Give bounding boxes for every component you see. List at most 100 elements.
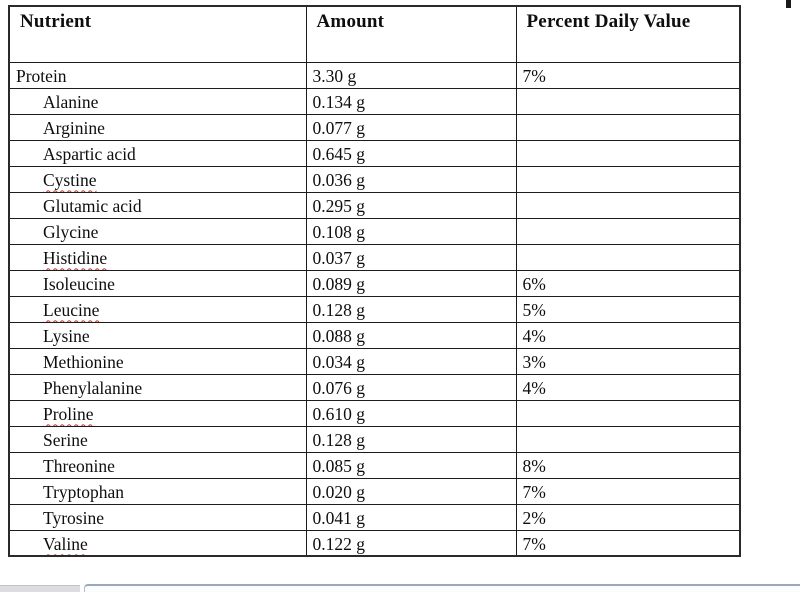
amount-cell: 0.076 g: [305, 373, 517, 401]
scrollbar-thumb[interactable]: [0, 585, 80, 592]
bottom-panel-edge[interactable]: [84, 584, 800, 592]
nutrient-name-cell: Isoleucine: [8, 269, 307, 297]
nutrient-name: Isoleucine: [43, 273, 115, 294]
percent-daily-value-cell: 2%: [515, 503, 741, 531]
table-row: Proline 0.610 g: [8, 399, 741, 427]
percent-daily-value-cell: [515, 191, 741, 219]
amount-cell: 0.128 g: [305, 425, 517, 453]
nutrient-name: Arginine: [43, 117, 105, 138]
bottom-bar: [0, 583, 800, 592]
nutrient-table-body: Protein 3.30 g 7% Alanine 0.134 g Arginine 0.0…: [8, 61, 741, 557]
table-row: Glycine 0.108 g: [8, 217, 741, 245]
nutrient-name-cell: Leucine: [8, 295, 307, 323]
amount-cell: 0.036 g: [305, 165, 517, 193]
percent-daily-value-cell: 5%: [515, 295, 741, 323]
nutrient-name: Methionine: [43, 351, 124, 372]
nutrient-table: Nutrient Amount Percent Daily Value Prot…: [8, 5, 741, 557]
nutrient-name-cell: Tyrosine: [8, 503, 307, 531]
nutrient-name: Alanine: [43, 91, 99, 112]
nutrient-name-cell: Valine: [8, 529, 307, 557]
amount-cell: 0.122 g: [305, 529, 517, 557]
table-row: Serine 0.128 g: [8, 425, 741, 453]
percent-daily-value-cell: [515, 87, 741, 115]
nutrient-name-cell: Tryptophan: [8, 477, 307, 505]
nutrient-name-cell: Phenylalanine: [8, 373, 307, 401]
nutrient-name: Proline: [43, 403, 94, 424]
percent-daily-value-cell: [515, 165, 741, 193]
amount-cell: 0.085 g: [305, 451, 517, 479]
nutrient-name-cell: Serine: [8, 425, 307, 453]
nutrient-name: Histidine: [43, 247, 108, 268]
nutrient-name: Serine: [43, 429, 88, 450]
nutrient-name: Phenylalanine: [43, 377, 143, 398]
amount-cell: 0.088 g: [305, 321, 517, 349]
amount-cell: 3.30 g: [305, 61, 517, 89]
nutrient-name-cell: Threonine: [8, 451, 307, 479]
percent-daily-value-cell: [515, 139, 741, 167]
amount-cell: 0.108 g: [305, 217, 517, 245]
nutrient-name-cell: Cystine: [8, 165, 307, 193]
amount-cell: 0.128 g: [305, 295, 517, 323]
nutrient-name-cell: Alanine: [8, 87, 307, 115]
percent-daily-value-cell: [515, 425, 741, 453]
amount-cell: 0.089 g: [305, 269, 517, 297]
nutrient-name-cell: Aspartic acid: [8, 139, 307, 167]
table-row: Alanine 0.134 g: [8, 87, 741, 115]
amount-cell: 0.610 g: [305, 399, 517, 427]
table-row: Valine 0.122 g 7%: [8, 529, 741, 557]
amount-cell: 0.645 g: [305, 139, 517, 167]
table-row: Protein 3.30 g 7%: [8, 61, 741, 89]
nutrient-name: Leucine: [43, 299, 100, 320]
percent-daily-value-cell: 3%: [515, 347, 741, 375]
table-row: Tryptophan 0.020 g 7%: [8, 477, 741, 505]
percent-daily-value-cell: 7%: [515, 529, 741, 557]
amount-cell: 0.034 g: [305, 347, 517, 375]
col-header-nutrient: Nutrient: [8, 5, 307, 63]
nutrient-name-cell: Proline: [8, 399, 307, 427]
table-row: Isoleucine 0.089 g 6%: [8, 269, 741, 297]
percent-daily-value-cell: 7%: [515, 477, 741, 505]
nutrient-name-cell: Lysine: [8, 321, 307, 349]
nutrient-name: Lysine: [43, 325, 90, 346]
percent-daily-value-cell: 4%: [515, 373, 741, 401]
table-row: Cystine 0.036 g: [8, 165, 741, 193]
nutrient-name: Tyrosine: [43, 507, 104, 528]
percent-daily-value-cell: 4%: [515, 321, 741, 349]
nutrient-name-cell: Glutamic acid: [8, 191, 307, 219]
table-row: Lysine 0.088 g 4%: [8, 321, 741, 349]
nutrient-name-cell: Glycine: [8, 217, 307, 245]
table-row: Methionine 0.034 g 3%: [8, 347, 741, 375]
text-cursor-mark: [786, 0, 791, 8]
table-row: Arginine 0.077 g: [8, 113, 741, 141]
nutrient-name: Aspartic acid: [43, 143, 136, 164]
amount-cell: 0.077 g: [305, 113, 517, 141]
percent-daily-value-cell: 8%: [515, 451, 741, 479]
table-row: Histidine 0.037 g: [8, 243, 741, 271]
percent-daily-value-cell: [515, 243, 741, 271]
nutrient-name: Threonine: [43, 455, 115, 476]
header-row: Nutrient Amount Percent Daily Value: [8, 5, 741, 63]
nutrient-name-cell: Histidine: [8, 243, 307, 271]
table-row: Threonine 0.085 g 8%: [8, 451, 741, 479]
table-row: Aspartic acid 0.645 g: [8, 139, 741, 167]
nutrient-name: Glutamic acid: [43, 195, 142, 216]
amount-cell: 0.295 g: [305, 191, 517, 219]
nutrient-name: Tryptophan: [43, 481, 125, 502]
amount-cell: 0.020 g: [305, 477, 517, 505]
percent-daily-value-cell: 6%: [515, 269, 741, 297]
amount-cell: 0.134 g: [305, 87, 517, 115]
amount-cell: 0.037 g: [305, 243, 517, 271]
amount-cell: 0.041 g: [305, 503, 517, 531]
table-row: Phenylalanine 0.076 g 4%: [8, 373, 741, 401]
nutrient-name-cell: Methionine: [8, 347, 307, 375]
nutrient-name-cell: Arginine: [8, 113, 307, 141]
percent-daily-value-cell: [515, 113, 741, 141]
nutrient-name: Glycine: [43, 221, 99, 242]
table-row: Tyrosine 0.041 g 2%: [8, 503, 741, 531]
col-header-percent-daily-value: Percent Daily Value: [515, 5, 741, 63]
table-row: Glutamic acid 0.295 g: [8, 191, 741, 219]
nutrient-name-cell: Protein: [8, 61, 307, 89]
table-header: Nutrient Amount Percent Daily Value: [8, 5, 741, 63]
